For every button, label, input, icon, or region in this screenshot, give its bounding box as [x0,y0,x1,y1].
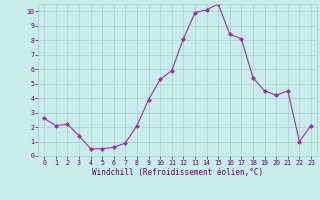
X-axis label: Windchill (Refroidissement éolien,°C): Windchill (Refroidissement éolien,°C) [92,168,263,177]
